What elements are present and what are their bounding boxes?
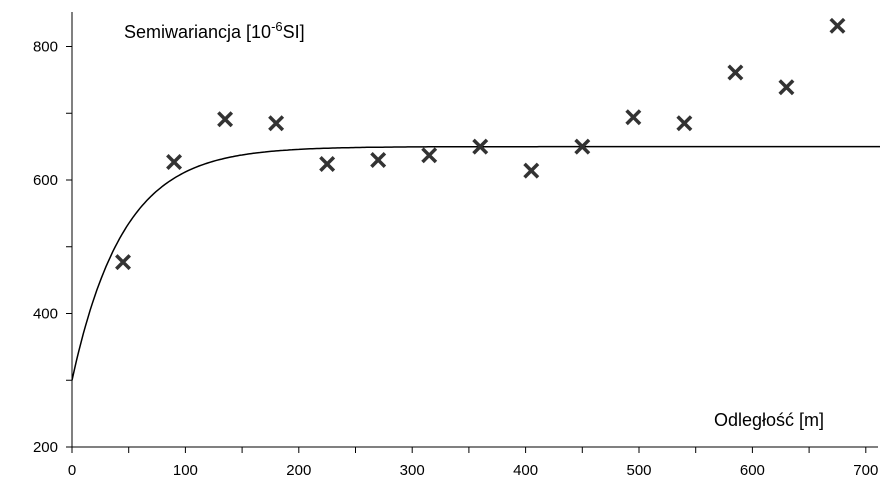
- y-axis-title-superscript: -6: [271, 19, 283, 34]
- axes: [71, 12, 878, 448]
- data-point: [166, 154, 183, 170]
- data-point: [625, 109, 642, 126]
- x-tick-label: 100: [173, 462, 198, 479]
- data-point: [421, 147, 438, 164]
- x-tick-label: 500: [626, 462, 651, 479]
- data-point: [268, 115, 285, 132]
- data-point: [115, 254, 132, 271]
- x-tick-label: 700: [853, 462, 878, 479]
- y-axis-title: Semiwariancja [10-6SI]: [124, 19, 305, 42]
- x-tick-label: 0: [68, 462, 76, 479]
- y-axis-title-tail: SI]: [283, 22, 305, 42]
- data-point: [574, 138, 591, 155]
- data-point: [778, 79, 795, 96]
- data-point: [319, 156, 336, 172]
- y-tick-label: 200: [33, 439, 58, 456]
- data-point-stroke: [268, 115, 285, 132]
- data-point-stroke: [421, 147, 438, 164]
- x-tick-label: 300: [400, 462, 425, 479]
- data-point-stroke: [217, 111, 234, 128]
- data-points: [115, 17, 846, 271]
- x-tick-label: 400: [513, 462, 538, 479]
- x-tick-label: 600: [740, 462, 765, 479]
- data-point-stroke: [625, 109, 642, 126]
- data-point-stroke: [523, 162, 540, 179]
- data-point: [217, 111, 234, 128]
- tick-labels: 0 100 200 300 400 500 600 700 200 400 600 800: [33, 39, 878, 480]
- data-point-stroke: [370, 152, 387, 168]
- data-point-stroke: [778, 79, 795, 96]
- data-point-stroke: [727, 64, 744, 81]
- data-point: [829, 17, 846, 34]
- data-point-stroke: [166, 154, 183, 170]
- y-tick-label: 600: [33, 172, 58, 189]
- data-point: [523, 162, 540, 179]
- data-point-stroke: [829, 17, 846, 34]
- x-tick-label: 200: [286, 462, 311, 479]
- data-point-stroke: [115, 254, 132, 271]
- data-point: [676, 115, 693, 132]
- y-tick-label: 400: [33, 306, 58, 323]
- data-point-stroke: [319, 156, 336, 172]
- data-point-stroke: [574, 138, 591, 155]
- y-tick-label: 800: [33, 39, 58, 56]
- data-point-stroke: [472, 138, 489, 155]
- model-curve: [71, 145, 880, 381]
- data-point: [727, 64, 744, 81]
- x-axis-title: Odległość [m]: [714, 410, 824, 430]
- data-point: [472, 138, 489, 155]
- data-point: [370, 152, 387, 168]
- ticks: [66, 46, 867, 453]
- y-axis-title-main: Semiwariancja [10: [124, 22, 271, 42]
- data-point-stroke: [676, 115, 693, 132]
